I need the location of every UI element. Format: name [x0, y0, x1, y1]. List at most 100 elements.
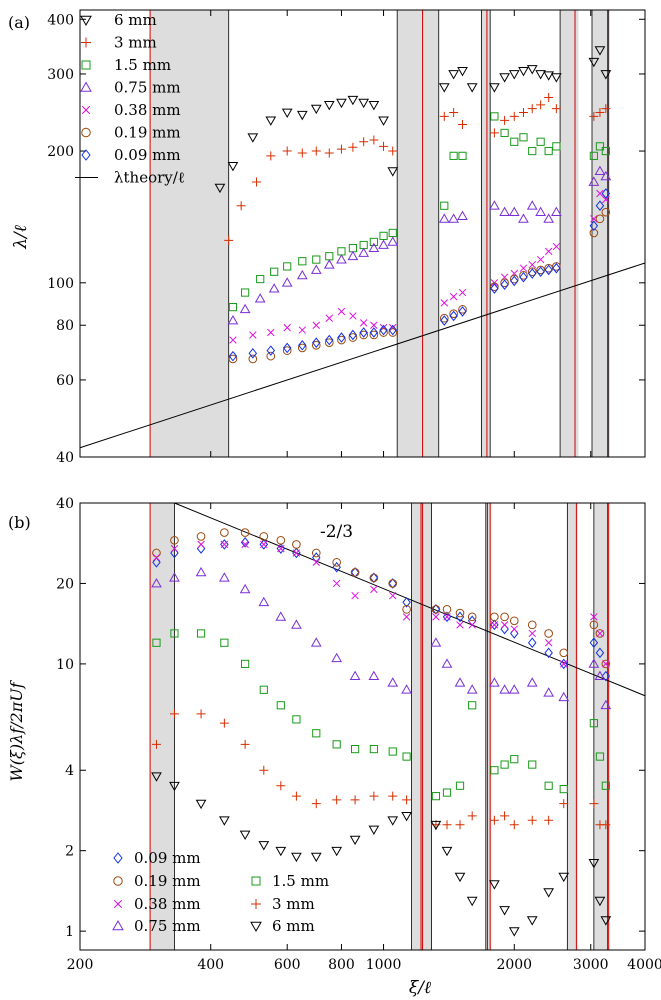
data-point: [508, 70, 520, 80]
data-point: [252, 177, 262, 187]
x-tick-label: 200: [67, 957, 94, 973]
data-point: [430, 820, 442, 831]
data-point: [359, 137, 369, 147]
data-point: [378, 116, 389, 126]
data-point: [601, 188, 611, 199]
data-point: [348, 244, 357, 253]
data-point: [220, 638, 229, 647]
data-point: [443, 613, 451, 621]
data-point: [311, 146, 321, 156]
data-point: [348, 333, 358, 342]
data-point: [454, 677, 466, 687]
data-point: [197, 540, 205, 549]
data-point: [500, 128, 509, 138]
y-tick-label: 1: [65, 924, 74, 940]
data-point: [589, 799, 599, 809]
data-point: [442, 788, 452, 797]
data-point: [402, 597, 411, 608]
data-point: [369, 330, 379, 340]
data-point: [369, 572, 379, 584]
y-tick-label: 10: [56, 657, 74, 673]
slope-annotation: -2/3: [320, 522, 353, 542]
data-point: [543, 213, 555, 223]
data-point: [236, 201, 246, 211]
data-point: [370, 321, 378, 329]
data-point: [536, 100, 546, 110]
data-point: [151, 577, 162, 588]
x-tick-label: 1000: [366, 957, 402, 973]
data-point: [589, 151, 598, 160]
data-point: [283, 262, 292, 271]
data-point: [588, 176, 600, 186]
data-point: [458, 288, 467, 297]
data-point: [247, 133, 259, 143]
data-point: [281, 277, 293, 287]
data-point: [196, 532, 206, 541]
series-019-mm: [152, 528, 611, 669]
data-point: [527, 267, 537, 277]
data-point: [296, 110, 308, 121]
data-point: [590, 215, 598, 223]
series-009-mm: [228, 188, 611, 362]
data-point: [282, 346, 292, 355]
data-point: [292, 549, 301, 557]
data-point: [359, 327, 368, 338]
y-tick-label: 40: [56, 496, 74, 512]
data-point: [368, 825, 380, 836]
data-point: [536, 266, 545, 278]
data-point: [440, 315, 449, 326]
data-point: [336, 98, 347, 109]
data-point: [490, 766, 499, 775]
legend-marker: [81, 37, 91, 48]
y-tick-label: 400: [47, 12, 74, 28]
legend-marker: [113, 876, 123, 886]
data-point: [241, 288, 250, 297]
data-point: [323, 100, 335, 111]
data-point: [489, 815, 499, 825]
data-point: [291, 791, 301, 801]
data-point: [387, 816, 399, 826]
shaded-band: [481, 10, 491, 457]
data-point: [267, 328, 275, 337]
data-point: [312, 255, 321, 264]
data-point: [594, 896, 606, 907]
data-series: [151, 528, 612, 937]
data-point: [310, 852, 322, 863]
data-point: [552, 142, 561, 151]
data-point: [527, 620, 537, 630]
data-series: [214, 46, 612, 364]
data-point: [170, 544, 179, 553]
data-point: [558, 691, 570, 702]
data-point: [455, 781, 465, 790]
data-point: [588, 859, 600, 869]
data-point: [240, 528, 250, 537]
data-point: [439, 111, 449, 121]
data-point: [552, 262, 561, 274]
data-point: [589, 620, 599, 630]
data-point: [260, 540, 268, 549]
data-point: [219, 572, 230, 582]
series-6-mm: [151, 772, 612, 937]
shaded-band: [560, 10, 579, 457]
data-point: [282, 146, 292, 156]
data-point: [601, 670, 611, 682]
data-point: [336, 254, 347, 264]
data-point: [310, 637, 322, 647]
shaded-band: [593, 503, 609, 950]
data-point: [350, 795, 360, 805]
data-point: [528, 629, 536, 638]
legend-label: 0.38 mm: [114, 101, 181, 119]
data-point: [589, 220, 599, 232]
series-075-mm: [151, 566, 612, 710]
data-point: [332, 557, 342, 567]
data-point: [276, 543, 286, 554]
data-point: [528, 146, 537, 156]
data-point: [379, 141, 389, 151]
data-point: [220, 528, 229, 537]
data-point: [458, 304, 467, 314]
data-point: [526, 200, 538, 210]
y-tick-label: 200: [47, 144, 74, 160]
data-point: [526, 916, 538, 926]
data-point: [509, 616, 519, 626]
